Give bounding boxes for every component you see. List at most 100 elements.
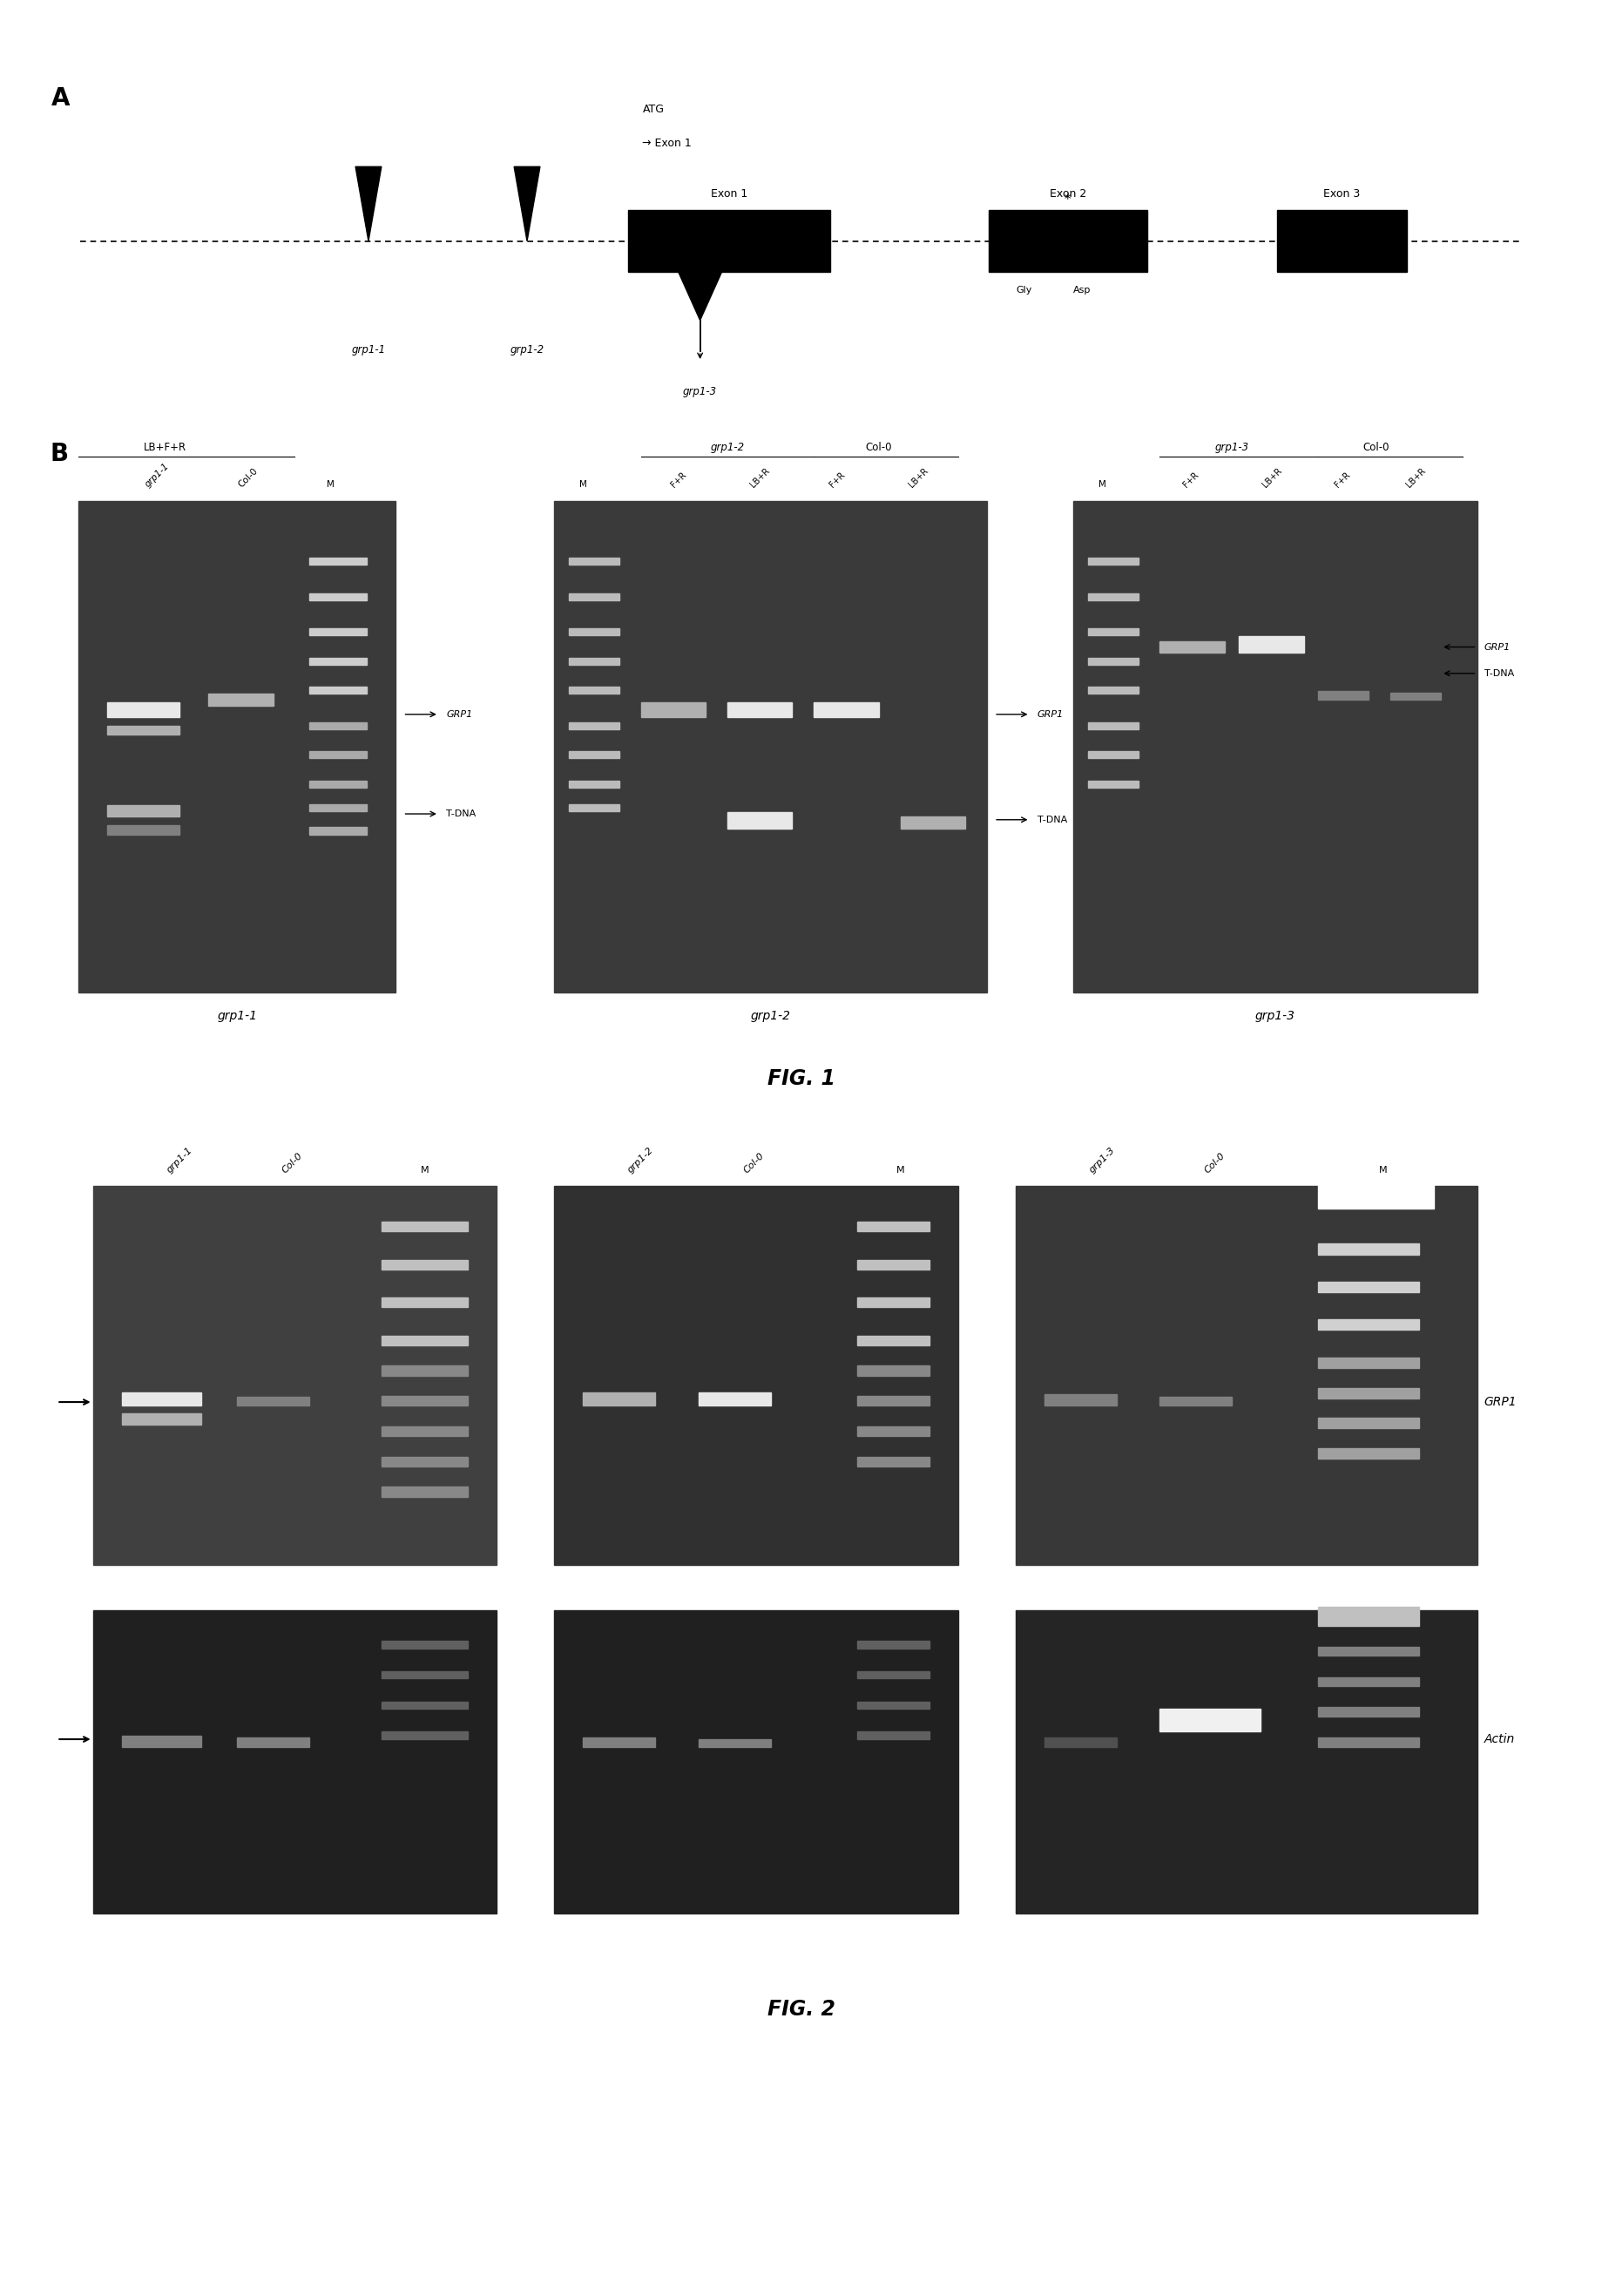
Bar — [381, 1488, 468, 1497]
Bar — [1318, 1281, 1419, 1293]
Bar — [1088, 781, 1137, 788]
Bar — [381, 1731, 468, 1740]
Text: grp1-2: grp1-2 — [710, 443, 745, 452]
Text: F+R: F+R — [828, 471, 847, 489]
Text: grp1-1: grp1-1 — [165, 1146, 194, 1176]
Bar — [122, 1391, 202, 1405]
Bar — [1088, 629, 1137, 636]
Bar — [381, 1336, 468, 1345]
Text: Exon 1: Exon 1 — [711, 188, 747, 200]
Bar — [381, 1671, 468, 1678]
Text: grp1-3: grp1-3 — [1088, 1146, 1117, 1176]
Bar — [1160, 1708, 1261, 1731]
Bar — [1160, 641, 1224, 652]
Bar — [1318, 1646, 1419, 1655]
Bar — [900, 817, 964, 829]
Bar — [309, 629, 367, 636]
Text: Col-0: Col-0 — [865, 443, 892, 452]
Text: LB+R: LB+R — [1405, 466, 1427, 489]
Text: Gly: Gly — [1017, 287, 1032, 294]
Text: GRP1: GRP1 — [1483, 1396, 1517, 1407]
Bar — [569, 657, 618, 664]
Bar — [1088, 721, 1137, 728]
Bar — [381, 1456, 468, 1467]
Bar — [107, 703, 179, 716]
Text: *: * — [1064, 193, 1072, 207]
Bar — [1240, 636, 1304, 652]
Bar — [107, 806, 179, 817]
Bar — [857, 1396, 929, 1405]
Bar — [1318, 1738, 1419, 1747]
Bar — [1160, 1396, 1232, 1405]
Bar — [309, 657, 367, 664]
Bar — [1088, 592, 1137, 599]
Text: grp1-2: grp1-2 — [626, 1146, 655, 1176]
Bar — [107, 726, 179, 735]
Bar — [381, 1297, 468, 1306]
Bar — [857, 1261, 929, 1270]
Bar — [1318, 1357, 1419, 1368]
Text: grp1-2: grp1-2 — [750, 1010, 791, 1022]
Text: F+R: F+R — [1181, 471, 1200, 489]
Text: M: M — [896, 1166, 905, 1176]
Bar — [237, 1396, 309, 1405]
Text: grp1-1: grp1-1 — [144, 461, 171, 489]
Bar — [857, 1731, 929, 1740]
Bar — [554, 501, 987, 992]
Text: ATG: ATG — [642, 103, 665, 115]
Bar — [1318, 1182, 1434, 1208]
Text: M: M — [580, 480, 586, 489]
Text: grp1-3: grp1-3 — [682, 386, 718, 397]
Text: T-DNA: T-DNA — [1483, 668, 1514, 677]
Bar — [208, 693, 272, 705]
Bar — [857, 1642, 929, 1649]
Bar — [381, 1366, 468, 1375]
Bar — [1391, 693, 1442, 700]
Bar — [641, 703, 706, 716]
Bar — [857, 1701, 929, 1708]
Bar — [569, 592, 618, 599]
Bar — [381, 1701, 468, 1708]
Bar — [857, 1366, 929, 1375]
Bar — [569, 721, 618, 728]
Bar — [1045, 1738, 1117, 1747]
Bar — [569, 751, 618, 758]
Text: A: A — [51, 87, 70, 110]
Polygon shape — [514, 168, 540, 241]
Text: FIG. 1: FIG. 1 — [767, 1068, 835, 1091]
Bar — [107, 827, 179, 833]
Bar — [381, 1261, 468, 1270]
Bar — [1277, 211, 1407, 273]
Text: Col-0: Col-0 — [280, 1150, 304, 1176]
Text: → Exon 1: → Exon 1 — [642, 138, 692, 149]
Bar — [857, 1221, 929, 1231]
Text: Exon 2: Exon 2 — [1049, 188, 1086, 200]
Bar — [309, 721, 367, 728]
Bar — [554, 1187, 958, 1566]
Bar — [1318, 1708, 1419, 1717]
Text: F+R: F+R — [670, 471, 689, 489]
Text: grp1-1: grp1-1 — [216, 1010, 258, 1022]
Bar — [1088, 751, 1137, 758]
Bar — [988, 211, 1147, 273]
Text: M: M — [1099, 480, 1105, 489]
Text: grp1-3: grp1-3 — [1254, 1010, 1296, 1022]
Bar — [583, 1391, 655, 1405]
Text: F+R: F+R — [1333, 471, 1352, 489]
Bar — [381, 1426, 468, 1437]
Bar — [1318, 1387, 1419, 1398]
Bar — [727, 813, 793, 829]
Bar — [309, 827, 367, 833]
Bar — [237, 1738, 309, 1747]
Bar — [583, 1738, 655, 1747]
Bar — [309, 804, 367, 810]
Bar — [1318, 691, 1368, 700]
Bar — [309, 687, 367, 693]
Bar — [569, 781, 618, 788]
Text: B: B — [50, 443, 67, 466]
Bar — [857, 1336, 929, 1345]
Bar — [1318, 1607, 1419, 1626]
Bar — [814, 703, 878, 716]
Bar — [1073, 501, 1477, 992]
Text: M: M — [327, 480, 335, 489]
